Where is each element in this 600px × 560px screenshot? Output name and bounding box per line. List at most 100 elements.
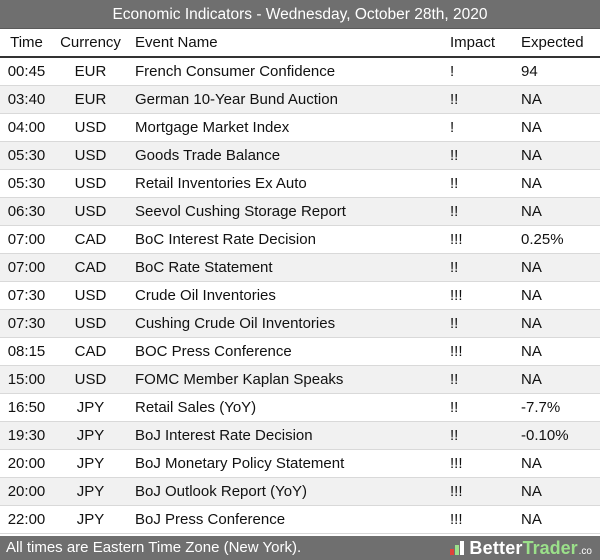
table-row[interactable]: 05:30 USD Retail Inventories Ex Auto!! NA bbox=[0, 169, 600, 198]
cell-event-name: Seevol Cushing Storage Report bbox=[128, 197, 443, 226]
cell-currency: JPY bbox=[53, 449, 128, 478]
table-row[interactable]: 05:30 USD Goods Trade Balance!! NA bbox=[0, 141, 600, 170]
cell-time: 06:30 bbox=[0, 197, 53, 226]
cell-impact: ! bbox=[443, 57, 513, 86]
table-row[interactable]: 07:00 CAD BoC Rate Statement!! NA bbox=[0, 253, 600, 282]
cell-event-name: Retail Sales (YoY) bbox=[128, 393, 443, 422]
cell-impact: !!! bbox=[443, 337, 513, 366]
cell-impact: !!! bbox=[443, 477, 513, 506]
cell-time: 19:30 bbox=[0, 421, 53, 450]
cell-currency: CAD bbox=[53, 225, 128, 254]
cell-event-name: BoJ Interest Rate Decision bbox=[128, 421, 443, 450]
cell-event-name: Cushing Crude Oil Inventories bbox=[128, 309, 443, 338]
cell-time: 20:00 bbox=[0, 449, 53, 478]
brand-name-trader: Trader bbox=[522, 537, 578, 558]
page-title: Economic Indicators - Wednesday, October… bbox=[0, 0, 600, 29]
cell-time: 07:00 bbox=[0, 253, 53, 282]
cell-currency: USD bbox=[53, 197, 128, 226]
column-header-expected[interactable]: Expected bbox=[513, 29, 600, 58]
cell-currency: USD bbox=[53, 309, 128, 338]
cell-time: 04:00 bbox=[0, 113, 53, 142]
cell-event-name: BoC Rate Statement bbox=[128, 253, 443, 282]
cell-expected: NA bbox=[513, 449, 600, 478]
cell-expected: NA bbox=[513, 253, 600, 282]
table-row[interactable]: 08:15 CAD BOC Press Conference!!! NA bbox=[0, 337, 600, 366]
column-header-time[interactable]: Time bbox=[0, 29, 53, 58]
brand-name-better: Better bbox=[469, 537, 523, 558]
cell-time: 20:00 bbox=[0, 477, 53, 506]
cell-time: 07:30 bbox=[0, 281, 53, 310]
cell-expected: NA bbox=[513, 337, 600, 366]
cell-currency: JPY bbox=[53, 393, 128, 422]
cell-impact: !! bbox=[443, 85, 513, 114]
cell-impact: !! bbox=[443, 253, 513, 282]
cell-expected: NA bbox=[513, 197, 600, 226]
cell-impact: ! bbox=[443, 113, 513, 142]
cell-currency: CAD bbox=[53, 337, 128, 366]
cell-currency: CAD bbox=[53, 253, 128, 282]
table-row[interactable]: 06:30 USD Seevol Cushing Storage Report!! N… bbox=[0, 197, 600, 226]
cell-time: 22:00 bbox=[0, 505, 53, 534]
cell-event-name: BoC Interest Rate Decision bbox=[128, 225, 443, 254]
cell-impact: !!! bbox=[443, 281, 513, 310]
column-header-currency[interactable]: Currency bbox=[53, 29, 128, 58]
table-row[interactable]: 04:00 USD Mortgage Market Index! NA bbox=[0, 113, 600, 142]
cell-currency: USD bbox=[53, 169, 128, 198]
table-row[interactable]: 07:30 USD Crude Oil Inventories!!! NA bbox=[0, 281, 600, 310]
cell-impact: !! bbox=[443, 169, 513, 198]
table-row[interactable]: 22:00 JPY BoJ Press Conference!!! NA bbox=[0, 505, 600, 534]
cell-impact: !! bbox=[443, 141, 513, 170]
table-row[interactable]: 15:00 USD FOMC Member Kaplan Speaks!! NA bbox=[0, 365, 600, 394]
cell-expected: NA bbox=[513, 113, 600, 142]
cell-expected: NA bbox=[513, 85, 600, 114]
cell-time: 15:00 bbox=[0, 365, 53, 394]
table-row[interactable]: 07:30 USD Cushing Crude Oil Inventories!! N… bbox=[0, 309, 600, 338]
cell-expected: NA bbox=[513, 505, 600, 534]
table-row[interactable]: 19:30 JPY BoJ Interest Rate Decision!! -0.1… bbox=[0, 421, 600, 450]
cell-expected: 0.25% bbox=[513, 225, 600, 254]
cell-expected: NA bbox=[513, 477, 600, 506]
cell-event-name: FOMC Member Kaplan Speaks bbox=[128, 365, 443, 394]
cell-impact: !!! bbox=[443, 449, 513, 478]
cell-time: 08:15 bbox=[0, 337, 53, 366]
cell-impact: !! bbox=[443, 309, 513, 338]
cell-event-name: BoJ Monetary Policy Statement bbox=[128, 449, 443, 478]
cell-impact: !!! bbox=[443, 505, 513, 534]
cell-currency: JPY bbox=[53, 421, 128, 450]
cell-time: 07:30 bbox=[0, 309, 53, 338]
cell-time: 05:30 bbox=[0, 141, 53, 170]
table-row[interactable]: 16:50 JPY Retail Sales (YoY)!! -7.7% bbox=[0, 393, 600, 422]
table-body: 00:45 EUR French Consumer Confidence! 94 03:… bbox=[0, 57, 600, 534]
cell-event-name: Retail Inventories Ex Auto bbox=[128, 169, 443, 198]
cell-time: 16:50 bbox=[0, 393, 53, 422]
table-row[interactable]: 20:00 JPY BoJ Outlook Report (YoY)!!! NA bbox=[0, 477, 600, 506]
cell-currency: USD bbox=[53, 365, 128, 394]
cell-impact: !!! bbox=[443, 225, 513, 254]
cell-expected: NA bbox=[513, 365, 600, 394]
cell-currency: EUR bbox=[53, 57, 128, 86]
timezone-note: All times are Eastern Time Zone (New Yor… bbox=[6, 539, 302, 556]
table-row[interactable]: 07:00 CAD BoC Interest Rate Decision!!! 0.2… bbox=[0, 225, 600, 254]
brand-logo[interactable]: Better Trader .co bbox=[449, 537, 592, 559]
cell-expected: NA bbox=[513, 141, 600, 170]
cell-impact: !! bbox=[443, 197, 513, 226]
cell-time: 00:45 bbox=[0, 57, 53, 86]
table-row[interactable]: 03:40 EUR German 10-Year Bund Auction!! NA bbox=[0, 85, 600, 114]
column-header-event[interactable]: Event Name bbox=[128, 29, 443, 58]
footer-bar: All times are Eastern Time Zone (New Yor… bbox=[0, 536, 600, 560]
bettertrader-logo-icon bbox=[450, 541, 465, 555]
table-row[interactable]: 20:00 JPY BoJ Monetary Policy Statement!!!… bbox=[0, 449, 600, 478]
cell-currency: JPY bbox=[53, 477, 128, 506]
cell-currency: USD bbox=[53, 113, 128, 142]
cell-currency: JPY bbox=[53, 505, 128, 534]
cell-event-name: French Consumer Confidence bbox=[128, 57, 443, 86]
cell-time: 03:40 bbox=[0, 85, 53, 114]
cell-event-name: BOC Press Conference bbox=[128, 337, 443, 366]
table-row[interactable]: 00:45 EUR French Consumer Confidence! 94 bbox=[0, 57, 600, 86]
cell-expected: NA bbox=[513, 309, 600, 338]
cell-impact: !! bbox=[443, 393, 513, 422]
cell-currency: EUR bbox=[53, 85, 128, 114]
cell-currency: USD bbox=[53, 281, 128, 310]
cell-time: 05:30 bbox=[0, 169, 53, 198]
column-header-impact[interactable]: Impact bbox=[443, 29, 513, 58]
